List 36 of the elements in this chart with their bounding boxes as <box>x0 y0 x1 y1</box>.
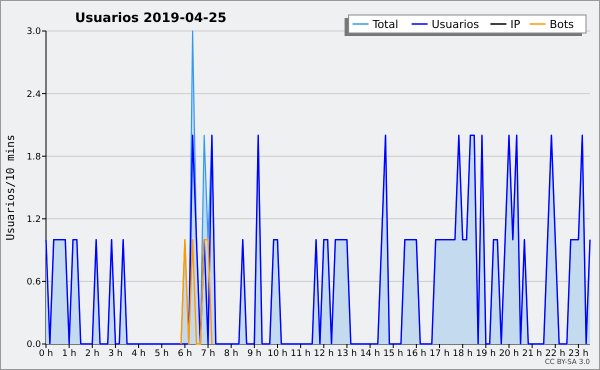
x-tick-label: 11 h <box>290 349 311 359</box>
y-tick-label: 0.0 <box>26 340 42 350</box>
y-tick-label: 1.8 <box>26 152 42 162</box>
x-tick-label: 5 h <box>154 349 169 359</box>
x-tick-label: 15 h <box>383 349 404 359</box>
x-tick-label: 16 h <box>406 349 426 359</box>
legend-label: IP <box>510 18 521 31</box>
x-tick-label: 3 h <box>108 349 123 359</box>
x-tick-label: 13 h <box>336 349 357 359</box>
x-tick-label: 8 h <box>224 349 238 359</box>
x-tick-label: 18 h <box>452 349 473 359</box>
x-tick-label: 23 h <box>568 349 588 359</box>
x-tick-label: 1 h <box>62 349 76 359</box>
x-tick-label: 12 h <box>314 349 334 359</box>
legend-label: Usuarios <box>432 18 480 31</box>
y-tick-label: 2.4 <box>26 90 42 100</box>
x-tick-label: 17 h <box>430 349 450 359</box>
x-tick-label: 20 h <box>498 349 519 359</box>
x-tick-label: 19 h <box>476 349 496 359</box>
x-tick-label: 10 h <box>267 349 288 359</box>
y-tick-label: 3.0 <box>26 27 42 38</box>
x-tick-label: 22 h <box>545 349 566 359</box>
x-tick-label: 0 h <box>38 349 54 359</box>
y-tick-label: 1.2 <box>26 214 41 225</box>
x-tick-label: 14 h <box>360 349 380 359</box>
x-tick-label: 2 h <box>85 349 100 359</box>
x-tick-label: 4 h <box>131 349 146 359</box>
x-tick-label: 7 h <box>200 349 216 359</box>
chart-title: Usuarios 2019-04-25 <box>75 11 227 26</box>
legend-label: Total <box>372 18 398 31</box>
x-tick-label: 9 h <box>247 349 262 359</box>
y-tick-label: 0.6 <box>26 278 42 288</box>
y-axis-title: Usuarios/10 mins <box>4 134 17 240</box>
x-tick-label: 6 h <box>178 349 192 359</box>
x-tick-label: 21 h <box>522 349 542 359</box>
legend-label: Bots <box>550 18 574 31</box>
